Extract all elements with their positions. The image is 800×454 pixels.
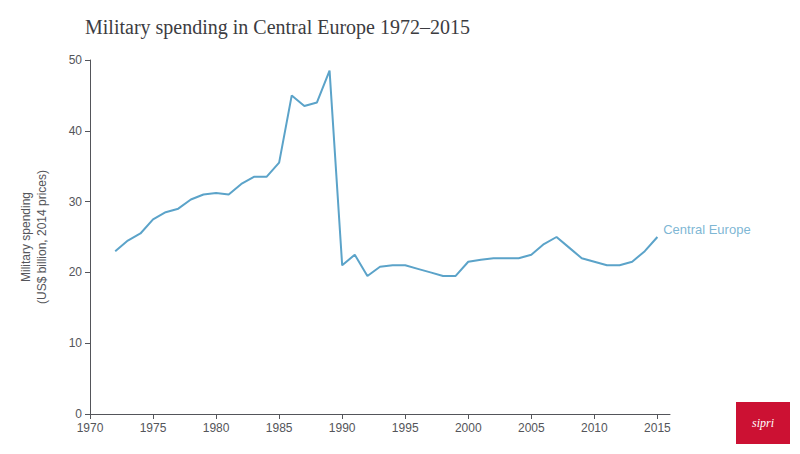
svg-text:10: 10 — [69, 336, 83, 350]
svg-text:sipri: sipri — [752, 416, 774, 430]
svg-text:1990: 1990 — [329, 421, 356, 435]
svg-text:1985: 1985 — [266, 421, 293, 435]
svg-text:1975: 1975 — [140, 421, 167, 435]
svg-text:50: 50 — [69, 53, 83, 67]
svg-text:(US$ billion, 2014 prices): (US$ billion, 2014 prices) — [35, 170, 49, 304]
svg-text:40: 40 — [69, 124, 83, 138]
svg-text:1995: 1995 — [392, 421, 419, 435]
svg-text:30: 30 — [69, 195, 83, 209]
svg-text:1970: 1970 — [77, 421, 104, 435]
svg-text:2005: 2005 — [518, 421, 545, 435]
svg-text:Military spending: Military spending — [19, 192, 33, 282]
svg-text:2010: 2010 — [581, 421, 608, 435]
svg-text:20: 20 — [69, 265, 83, 279]
svg-text:1980: 1980 — [203, 421, 230, 435]
svg-text:0: 0 — [75, 407, 82, 421]
svg-text:Central Europe: Central Europe — [663, 222, 750, 237]
svg-text:2015: 2015 — [644, 421, 671, 435]
svg-text:Military spending in Central E: Military spending in Central Europe 1972… — [85, 16, 470, 39]
svg-text:2000: 2000 — [455, 421, 482, 435]
